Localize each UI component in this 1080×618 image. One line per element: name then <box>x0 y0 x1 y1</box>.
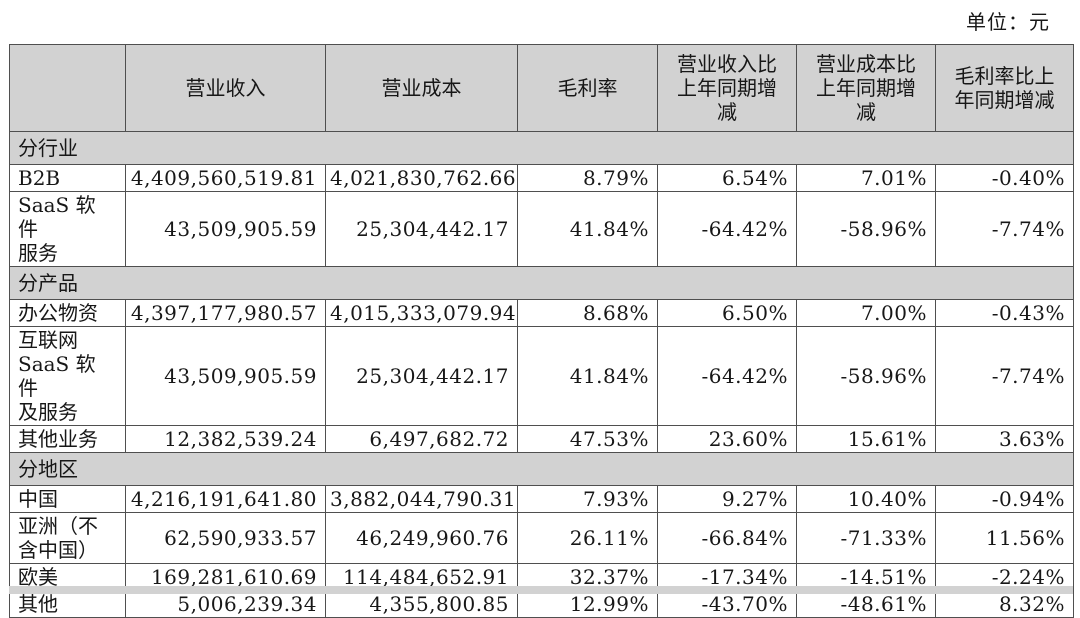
table-row-b2b: B2B 4,409,560,519.81 4,021,830,762.66 8.… <box>9 164 1074 192</box>
cell-margin-yoy: -7.74% <box>935 191 1074 267</box>
row-label: 其他业务 <box>9 425 126 453</box>
row-label: 其他 <box>9 590 126 618</box>
col-header-operating-revenue: 营业收入 <box>125 44 326 132</box>
cell-cost: 46,249,960.76 <box>325 512 518 564</box>
col-header-cost-yoy-change: 营业成本比 上年同期增 减 <box>796 44 936 132</box>
col-header-operating-cost: 营业成本 <box>325 44 518 132</box>
cell-margin: 41.84% <box>517 326 658 426</box>
section-title: 分行业 <box>9 131 1074 165</box>
cell-revenue-yoy: -64.42% <box>657 191 797 267</box>
cell-cost-yoy: -58.96% <box>796 191 936 267</box>
section-title: 分产品 <box>9 266 1074 300</box>
row-label: 中国 <box>9 485 126 513</box>
row-label: 亚洲（不 含中国） <box>9 512 126 564</box>
col-header-gross-margin: 毛利率 <box>517 44 658 132</box>
section-row-by-product: 分产品 <box>9 266 1074 300</box>
cell-cost: 6,497,682.72 <box>325 425 518 453</box>
cell-cost-yoy: -48.61% <box>796 590 936 618</box>
corner-cell <box>9 44 126 132</box>
cell-margin: 8.68% <box>517 299 658 327</box>
cell-cost: 25,304,442.17 <box>325 191 518 267</box>
col-header-revenue-yoy-change: 营业收入比 上年同期增 减 <box>657 44 797 132</box>
cell-revenue: 62,590,933.57 <box>125 512 326 564</box>
table-row-china: 中国 4,216,191,641.80 3,882,044,790.31 7.9… <box>9 485 1074 513</box>
cell-revenue: 169,281,610.69 <box>125 563 326 591</box>
table-row-other-business: 其他业务 12,382,539.24 6,497,682.72 47.53% 2… <box>9 425 1074 453</box>
cell-cost: 4,015,333,079.94 <box>325 299 518 327</box>
cell-margin-yoy: 8.32% <box>935 590 1074 618</box>
col-header-margin-yoy-change: 毛利率比上 年同期增减 <box>935 44 1074 132</box>
header-row: 营业收入 营业成本 毛利率 营业收入比 上年同期增 减 营业成本比 上年同期增 … <box>9 44 1074 132</box>
table-row-asia-ex-china: 亚洲（不 含中国） 62,590,933.57 46,249,960.76 26… <box>9 512 1074 564</box>
cell-revenue-yoy: -66.84% <box>657 512 797 564</box>
cell-revenue-yoy: -43.70% <box>657 590 797 618</box>
cell-margin-yoy: -0.43% <box>935 299 1074 327</box>
cell-revenue: 43,509,905.59 <box>125 326 326 426</box>
cell-margin: 12.99% <box>517 590 658 618</box>
table-row-internet-saas: 互联网 SaaS 软件 及服务 43,509,905.59 25,304,442… <box>9 326 1074 426</box>
cell-cost: 4,355,800.85 <box>325 590 518 618</box>
cell-revenue-yoy: 23.60% <box>657 425 797 453</box>
table-row-saas-services: SaaS 软件 服务 43,509,905.59 25,304,442.17 4… <box>9 191 1074 267</box>
unit-label: 单位：元 <box>966 10 1050 34</box>
cell-cost-yoy: -71.33% <box>796 512 936 564</box>
section-row-by-region: 分地区 <box>9 452 1074 486</box>
segment-financial-table: 营业收入 营业成本 毛利率 营业收入比 上年同期增 减 营业成本比 上年同期增 … <box>9 44 1074 618</box>
table-row-office-supplies: 办公物资 4,397,177,980.57 4,015,333,079.94 8… <box>9 299 1074 327</box>
cell-margin: 41.84% <box>517 191 658 267</box>
cell-revenue-yoy: -64.42% <box>657 326 797 426</box>
row-label: B2B <box>9 164 126 192</box>
cell-margin-yoy: -0.40% <box>935 164 1074 192</box>
row-label: 互联网 SaaS 软件 及服务 <box>9 326 126 426</box>
cell-margin: 26.11% <box>517 512 658 564</box>
cell-margin: 47.53% <box>517 425 658 453</box>
cell-cost-yoy: 7.01% <box>796 164 936 192</box>
cell-revenue-yoy: 6.50% <box>657 299 797 327</box>
cell-revenue: 5,006,239.34 <box>125 590 326 618</box>
next-section-row-cutoff <box>9 586 1073 594</box>
cell-margin: 8.79% <box>517 164 658 192</box>
cell-revenue: 4,397,177,980.57 <box>125 299 326 327</box>
cell-revenue-yoy: 6.54% <box>657 164 797 192</box>
section-row-by-industry: 分行业 <box>9 131 1074 165</box>
cell-revenue: 43,509,905.59 <box>125 191 326 267</box>
cell-cost: 3,882,044,790.31 <box>325 485 518 513</box>
cell-cost-yoy: 15.61% <box>796 425 936 453</box>
row-label: 办公物资 <box>9 299 126 327</box>
cell-revenue-yoy: 9.27% <box>657 485 797 513</box>
cell-cost-yoy: -58.96% <box>796 326 936 426</box>
cell-cost: 25,304,442.17 <box>325 326 518 426</box>
cell-margin-yoy: -0.94% <box>935 485 1074 513</box>
cell-revenue: 4,409,560,519.81 <box>125 164 326 192</box>
cell-margin-yoy: 11.56% <box>935 512 1074 564</box>
cell-revenue: 4,216,191,641.80 <box>125 485 326 513</box>
cell-margin-yoy: 3.63% <box>935 425 1074 453</box>
cell-cost: 4,021,830,762.66 <box>325 164 518 192</box>
cell-revenue: 12,382,539.24 <box>125 425 326 453</box>
section-title: 分地区 <box>9 452 1074 486</box>
table-row-other-region: 其他 5,006,239.34 4,355,800.85 12.99% -43.… <box>9 590 1074 618</box>
row-label: SaaS 软件 服务 <box>9 191 126 267</box>
cell-margin-yoy: -7.74% <box>935 326 1074 426</box>
cell-cost-yoy: 7.00% <box>796 299 936 327</box>
cell-cost-yoy: 10.40% <box>796 485 936 513</box>
cell-margin: 7.93% <box>517 485 658 513</box>
